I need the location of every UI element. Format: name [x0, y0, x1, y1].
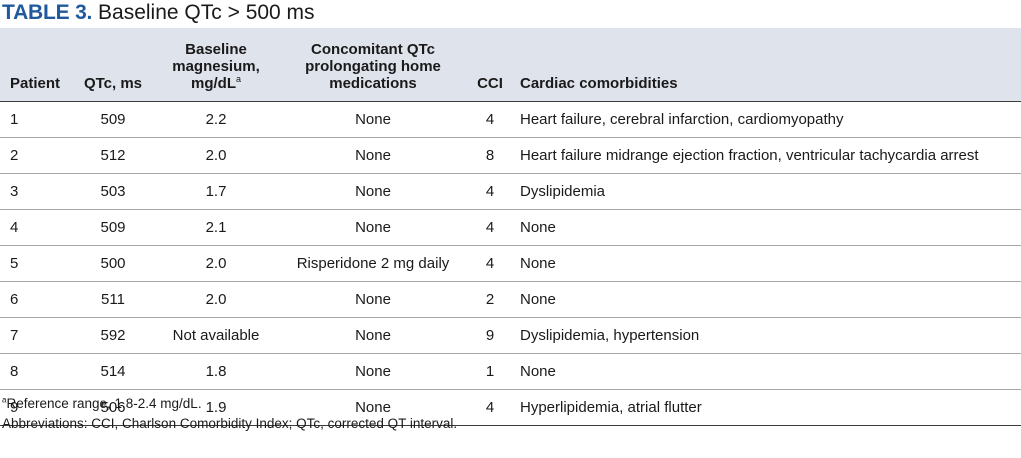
table-row: 7 592 Not available None 9 Dyslipidemia,…: [0, 317, 1021, 354]
cell-magnesium: 2.2: [152, 101, 280, 138]
header-qtc: QTc, ms: [74, 28, 152, 102]
cell-cci: 4: [466, 389, 514, 426]
header-comorbidities: Cardiac comorbidities: [514, 28, 1021, 102]
cell-medications: None: [280, 137, 466, 174]
cell-magnesium: 2.1: [152, 209, 280, 246]
header-magnesium-line2: magnesium,: [172, 58, 260, 75]
cell-cci: 4: [466, 245, 514, 282]
cell-patient: 9: [0, 389, 74, 426]
cell-comorbidities: Heart failure midrange ejection fraction…: [514, 137, 1021, 174]
header-medications-line3: medications: [329, 75, 417, 92]
table-caption: Baseline QTc > 500 ms: [98, 1, 315, 24]
cell-patient: 4: [0, 209, 74, 246]
cell-medications: None: [280, 281, 466, 318]
cell-cci: 4: [466, 173, 514, 210]
table-row: 8 514 1.8 None 1 None: [0, 353, 1021, 390]
cell-comorbidities: None: [514, 245, 1021, 282]
cell-patient: 3: [0, 173, 74, 210]
cell-medications: None: [280, 317, 466, 354]
header-cci: CCI: [466, 28, 514, 102]
cell-cci: 4: [466, 101, 514, 138]
cell-medications: None: [280, 101, 466, 138]
cell-comorbidities: Dyslipidemia, hypertension: [514, 317, 1021, 354]
table-header: Patient QTc, ms Baseline magnesium, mg/d…: [0, 28, 1021, 102]
cell-medications: Risperidone 2 mg daily: [280, 245, 466, 282]
cell-patient: 5: [0, 245, 74, 282]
cell-magnesium: 1.8: [152, 353, 280, 390]
cell-patient: 1: [0, 101, 74, 138]
header-patient: Patient: [0, 28, 74, 102]
cell-magnesium: 2.0: [152, 137, 280, 174]
cell-comorbidities: Heart failure, cerebral infarction, card…: [514, 101, 1021, 138]
cell-cci: 4: [466, 209, 514, 246]
cell-magnesium: 1.9: [152, 389, 280, 426]
cell-comorbidities: None: [514, 281, 1021, 318]
cell-patient: 7: [0, 317, 74, 354]
cell-comorbidities: Dyslipidemia: [514, 173, 1021, 210]
table-number: TABLE 3.: [2, 1, 93, 24]
cell-medications: None: [280, 173, 466, 210]
cell-qtc: 514: [74, 353, 152, 390]
cell-comorbidities: None: [514, 353, 1021, 390]
cell-medications: None: [280, 209, 466, 246]
cell-qtc: 509: [74, 209, 152, 246]
header-medications: Concomitant QTc prolongating home medica…: [280, 28, 466, 102]
header-magnesium: Baseline magnesium, mg/dLa: [152, 28, 280, 102]
cell-qtc: 509: [74, 101, 152, 138]
cell-cci: 2: [466, 281, 514, 318]
footnote-abbreviations: Abbreviations: CCI, Charlson Comorbidity…: [2, 416, 458, 431]
cell-qtc: 503: [74, 173, 152, 210]
cell-comorbidities: None: [514, 209, 1021, 246]
cell-patient: 8: [0, 353, 74, 390]
footnote-reference-mark: a: [2, 395, 7, 405]
cell-qtc: 511: [74, 281, 152, 318]
cell-cci: 9: [466, 317, 514, 354]
cell-magnesium: 2.0: [152, 245, 280, 282]
cell-medications: None: [280, 389, 466, 426]
table-row: 9 506 1.9 None 4 Hyperlipidemia, atrial …: [0, 389, 1021, 426]
footnote-marker: a: [235, 74, 241, 84]
cell-cci: 1: [466, 353, 514, 390]
cell-magnesium: 2.0: [152, 281, 280, 318]
cell-qtc: 506: [74, 389, 152, 426]
table-title: TABLE 3. Baseline QTc > 500 ms: [2, 0, 315, 26]
cell-magnesium: Not available: [152, 317, 280, 354]
footnote-reference: aReference range, 1.8-2.4 mg/dL.: [2, 394, 457, 414]
cell-qtc: 512: [74, 137, 152, 174]
cell-patient: 2: [0, 137, 74, 174]
cell-magnesium: 1.7: [152, 173, 280, 210]
table-row: 5 500 2.0 Risperidone 2 mg daily 4 None: [0, 245, 1021, 282]
cell-qtc: 592: [74, 317, 152, 354]
cell-qtc: 500: [74, 245, 152, 282]
table-row: 2 512 2.0 None 8 Heart failure midrange …: [0, 137, 1021, 174]
header-row: Patient QTc, ms Baseline magnesium, mg/d…: [0, 28, 1021, 102]
cell-comorbidities: Hyperlipidemia, atrial flutter: [514, 389, 1021, 426]
footnote-reference-text: Reference range, 1.8-2.4 mg/dL.: [6, 396, 202, 411]
table-row: 4 509 2.1 None 4 None: [0, 209, 1021, 246]
header-magnesium-line1: Baseline: [185, 41, 247, 58]
table-row: 6 511 2.0 None 2 None: [0, 281, 1021, 318]
cell-patient: 6: [0, 281, 74, 318]
header-medications-line2: prolongating home: [305, 58, 441, 75]
table-body: 1 509 2.2 None 4 Heart failure, cerebral…: [0, 101, 1021, 426]
table-row: 3 503 1.7 None 4 Dyslipidemia: [0, 173, 1021, 210]
header-medications-line1: Concomitant QTc: [311, 41, 435, 58]
table-row: 1 509 2.2 None 4 Heart failure, cerebral…: [0, 101, 1021, 138]
footnotes: aReference range, 1.8-2.4 mg/dL. Abbrevi…: [2, 394, 457, 434]
cell-medications: None: [280, 353, 466, 390]
header-magnesium-line3: mg/dL: [190, 75, 236, 92]
qtc-table: Patient QTc, ms Baseline magnesium, mg/d…: [0, 28, 1021, 426]
cell-cci: 8: [466, 137, 514, 174]
